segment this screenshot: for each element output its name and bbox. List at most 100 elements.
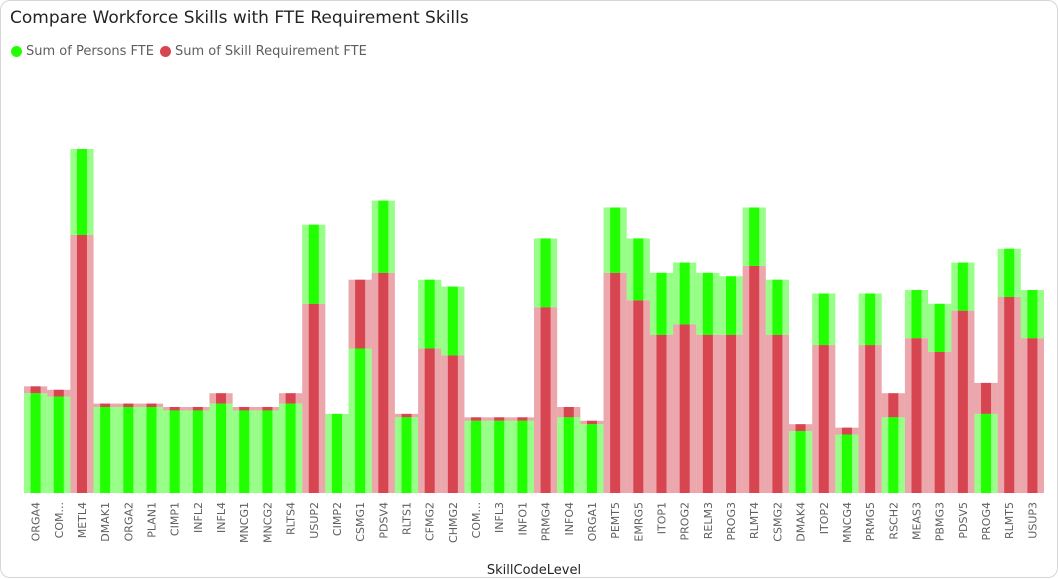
bar-persons-fte (772, 279, 783, 335)
x-tick-label: RLTS1 (401, 502, 414, 535)
legend-item-persons-fte[interactable]: Sum of Persons FTE (11, 44, 154, 59)
x-axis-title: SkillCodeLevel (487, 563, 581, 578)
bar-skill-requirement-fte (911, 338, 922, 493)
bar-persons-fte (192, 410, 203, 493)
bar-persons-fte (865, 293, 876, 346)
bar-skill-requirement-fte (517, 417, 528, 421)
x-tick-label: CIMP2 (331, 502, 344, 536)
x-tick-label: RELM3 (702, 502, 715, 539)
bar-skill-requirement-fte (540, 307, 551, 493)
bar-skill-requirement-fte (447, 355, 458, 493)
x-tick-label: INFL2 (192, 502, 205, 533)
bar-persons-fte (888, 417, 899, 493)
x-tick-label: INFL4 (215, 502, 228, 533)
bar-skill-requirement-fte (563, 407, 574, 418)
bar-persons-fte (981, 413, 992, 493)
x-tick-label: INFL3 (493, 502, 506, 533)
x-tick-label: METL4 (76, 502, 89, 538)
bar-skill-requirement-fte (169, 407, 180, 411)
bar-skill-requirement-fte (586, 420, 597, 425)
bar-skill-requirement-fte (679, 324, 690, 493)
x-tick-label: PBMG3 (934, 502, 947, 541)
bar-skill-requirement-fte (76, 235, 87, 493)
bar-skill-requirement-fte (239, 407, 250, 411)
x-tick-label: RSCH2 (887, 502, 900, 540)
bar-skill-requirement-fte (1027, 338, 1038, 493)
x-tick-label: PRMG5 (864, 502, 877, 541)
bar-persons-fte (818, 293, 829, 346)
bar-persons-fte (795, 431, 806, 493)
bar-skill-requirement-fte (285, 393, 296, 404)
bar-persons-fte (679, 262, 690, 325)
bar-persons-fte (633, 238, 644, 301)
bar-persons-fte (308, 224, 319, 304)
x-tick-label: PROG4 (980, 502, 993, 540)
bar-persons-fte (355, 348, 366, 493)
bar-persons-fte (216, 403, 227, 493)
bar-persons-fte (285, 403, 296, 493)
bar-skill-requirement-fte (378, 272, 389, 493)
x-tick-label: ITOP2 (818, 502, 831, 534)
bar-skill-requirement-fte (749, 265, 760, 493)
bar-persons-fte (702, 272, 713, 335)
bar-persons-fte (30, 393, 41, 493)
bar-persons-fte (76, 149, 87, 235)
bar-skill-requirement-fte (123, 403, 134, 407)
legend-item-skill-requirement-fte[interactable]: Sum of Skill Requirement FTE (159, 44, 367, 59)
x-tick-label: COM... (53, 502, 66, 538)
x-tick-label: PLAN1 (146, 502, 159, 538)
x-tick-label: MNCG4 (841, 502, 854, 543)
x-tick-label: USUP2 (308, 502, 321, 539)
x-tick-label: DMAK1 (99, 502, 112, 542)
bar-persons-fte (656, 272, 667, 335)
chart-title: Compare Workforce Skills with FTE Requir… (10, 8, 469, 28)
bar-skill-requirement-fte (424, 348, 435, 493)
legend: Sum of Persons FTE Sum of Skill Requirem… (11, 44, 373, 59)
x-tick-label: DMAK4 (795, 502, 808, 542)
x-tick-label: CFMG2 (424, 502, 437, 541)
x-tick-label: PDSV5 (957, 502, 970, 539)
x-tick-label: RLTS4 (285, 502, 298, 535)
bar-persons-fte (610, 207, 621, 273)
x-tick-label: CSMG2 (771, 502, 784, 542)
bar-skill-requirement-fte (818, 345, 829, 493)
bar-persons-fte (540, 238, 551, 308)
x-tick-label: PDSV4 (377, 502, 390, 539)
bar-skill-requirement-fte (841, 427, 852, 435)
bar-skill-requirement-fte (30, 386, 41, 394)
bar-persons-fte (494, 420, 505, 493)
legend-label-persons-fte: Sum of Persons FTE (26, 44, 154, 59)
x-tick-label: COM... (470, 502, 483, 538)
bar-skill-requirement-fte (957, 310, 968, 493)
bar-skill-requirement-fte (216, 393, 227, 404)
bar-skill-requirement-fte (53, 389, 64, 397)
x-tick-label: ORGA1 (586, 502, 599, 541)
bar-persons-fte (146, 407, 157, 493)
bar-persons-fte (934, 303, 945, 352)
bar-skill-requirement-fte (795, 424, 806, 432)
x-tick-label: PRMG4 (540, 502, 553, 541)
x-tick-label: PROG2 (679, 502, 692, 540)
bar-skill-requirement-fte (471, 417, 482, 421)
bar-skill-requirement-fte (100, 403, 111, 407)
bar-persons-fte (957, 262, 968, 311)
bar-persons-fte (401, 417, 412, 493)
x-tick-label: MEAS3 (911, 502, 924, 540)
bar-persons-fte (749, 207, 760, 266)
bar-persons-fte (100, 407, 111, 493)
legend-marker-skill-requirement-fte (159, 46, 171, 57)
x-tick-label: USUP3 (1026, 502, 1039, 539)
bar-skill-requirement-fte (1004, 296, 1015, 493)
bar-persons-fte (331, 413, 342, 493)
x-tick-label: INFO1 (516, 502, 529, 535)
bar-skill-requirement-fte (656, 334, 667, 493)
bar-skill-requirement-fte (355, 279, 366, 349)
x-tick-label: CIMP1 (169, 502, 182, 536)
bar-skill-requirement-fte (262, 407, 273, 411)
bar-persons-fte (563, 417, 574, 493)
x-tick-label: CHMG2 (447, 502, 460, 543)
x-tick-label: ORGA2 (122, 502, 135, 541)
bar-skill-requirement-fte (610, 272, 621, 493)
bar-skill-requirement-fte (865, 345, 876, 493)
